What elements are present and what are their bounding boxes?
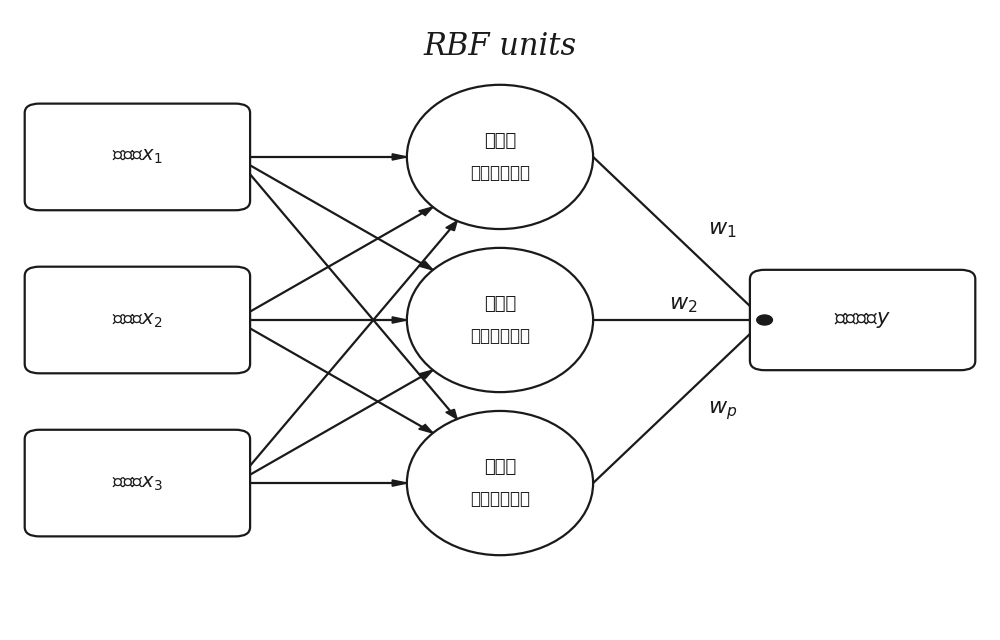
Polygon shape (392, 317, 407, 323)
Ellipse shape (407, 411, 593, 556)
Text: $w_p$: $w_p$ (708, 399, 738, 422)
Text: 神经元: 神经元 (484, 458, 516, 476)
Text: （高斯函数）: （高斯函数） (470, 164, 530, 182)
FancyBboxPatch shape (25, 104, 250, 210)
Text: 神经元: 神经元 (484, 295, 516, 314)
Text: $w_1$: $w_1$ (708, 218, 737, 240)
Polygon shape (419, 261, 433, 270)
Text: 输入：$x_3$: 输入：$x_3$ (112, 474, 163, 493)
FancyBboxPatch shape (750, 270, 975, 370)
Text: 输入：$x_2$: 输入：$x_2$ (112, 310, 163, 330)
Text: $w_2$: $w_2$ (669, 293, 697, 316)
Ellipse shape (407, 84, 593, 229)
Polygon shape (392, 480, 407, 486)
Text: （高斯函数）: （高斯函数） (470, 326, 530, 345)
FancyBboxPatch shape (25, 430, 250, 536)
Polygon shape (419, 370, 433, 379)
Text: 神经元: 神经元 (484, 132, 516, 150)
Ellipse shape (407, 248, 593, 392)
Polygon shape (446, 410, 457, 419)
Text: 输入：$x_1$: 输入：$x_1$ (112, 147, 163, 166)
Circle shape (757, 315, 772, 325)
Text: 输出层：$y$: 输出层：$y$ (834, 310, 891, 330)
Polygon shape (419, 207, 433, 216)
Text: （高斯函数）: （高斯函数） (470, 490, 530, 508)
Text: RBF units: RBF units (423, 31, 577, 63)
Polygon shape (446, 221, 457, 230)
FancyBboxPatch shape (25, 267, 250, 373)
Polygon shape (419, 424, 433, 433)
Polygon shape (392, 154, 407, 160)
